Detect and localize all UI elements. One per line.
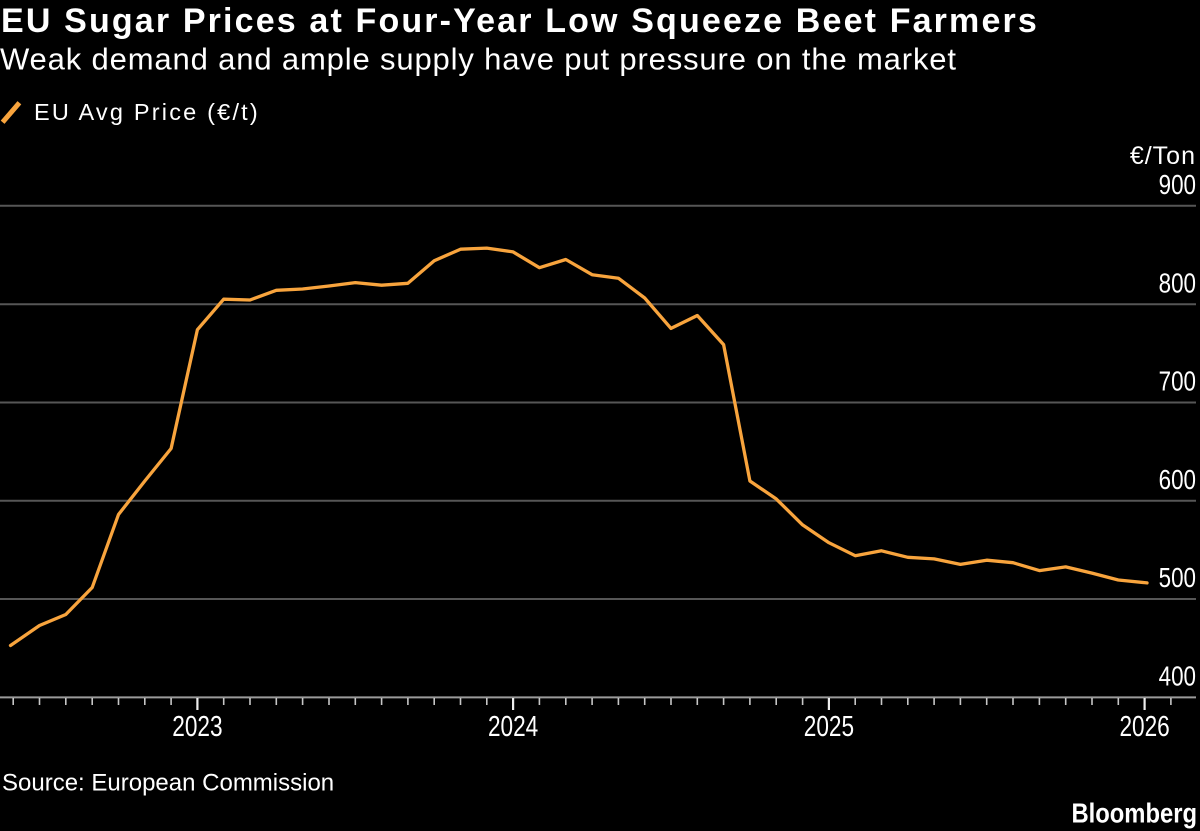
svg-text:600: 600	[1159, 465, 1196, 496]
svg-text:2025: 2025	[804, 709, 854, 742]
svg-text:400: 400	[1159, 661, 1196, 692]
svg-text:500: 500	[1159, 563, 1196, 594]
svg-text:Source: European Commission: Source: European Commission	[2, 770, 334, 797]
svg-text:EU Avg Price (€/t): EU Avg Price (€/t)	[34, 99, 260, 125]
svg-text:2026: 2026	[1119, 709, 1169, 742]
svg-text:Weak demand and ample supply h: Weak demand and ample supply have put pr…	[0, 41, 957, 76]
svg-text:800: 800	[1159, 268, 1196, 299]
svg-text:700: 700	[1159, 366, 1196, 397]
svg-text:900: 900	[1159, 170, 1196, 201]
svg-text:2024: 2024	[488, 709, 538, 742]
svg-text:EU Sugar Prices at Four-Year L: EU Sugar Prices at Four-Year Low Squeeze…	[1, 2, 1039, 40]
svg-text:2023: 2023	[172, 709, 222, 742]
svg-text:€/Ton: €/Ton	[1130, 142, 1196, 170]
svg-text:Bloomberg: Bloomberg	[1071, 796, 1197, 828]
